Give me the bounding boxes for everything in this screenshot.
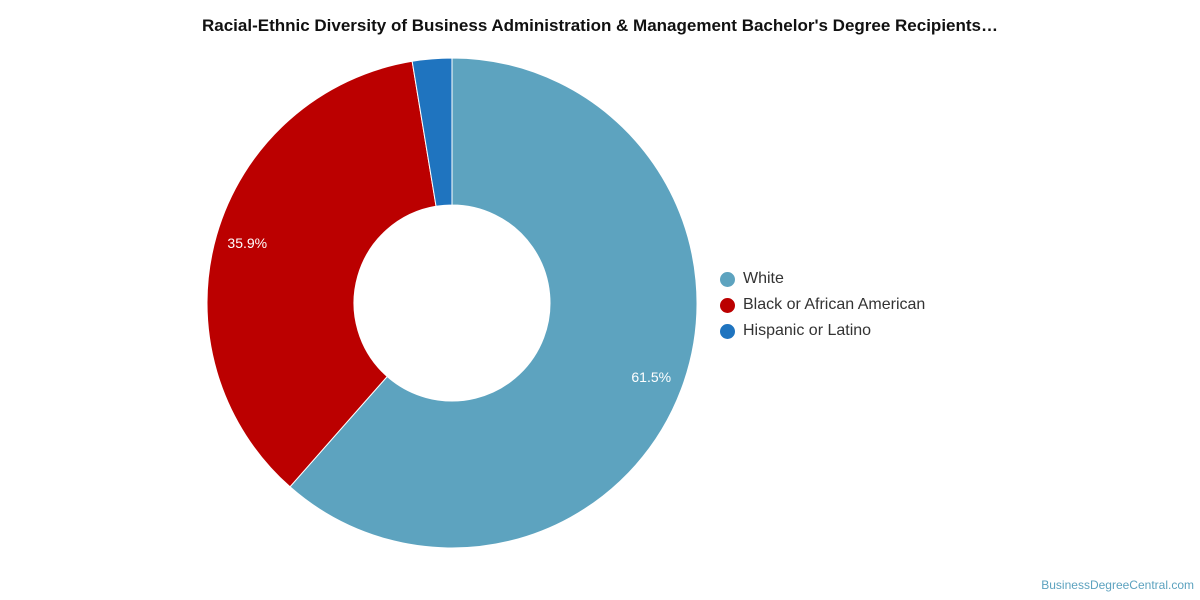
donut-slices [206,57,698,549]
slice-hispanic-or-latino[interactable] [411,57,453,207]
slice-white[interactable] [289,57,698,549]
slice-labels: 61.5% 35.9% [227,235,671,385]
legend: White Black or African American Hispanic o… [720,266,925,344]
legend-label: Black or African American [743,296,926,313]
slice-label-0: 61.5% [631,369,671,385]
watermark: BusinessDegreeCentral.com [1041,578,1194,592]
legend-label: Hispanic or Latino [743,322,872,339]
legend-swatch [720,271,735,287]
legend-item-white[interactable]: White [720,266,925,292]
legend-swatch [720,323,735,339]
legend-label: White [743,270,784,287]
chart-title: Racial-Ethnic Diversity of Business Admi… [201,16,998,35]
legend-item-hispanic-or-latino[interactable]: Hispanic or Latino [720,318,925,344]
legend-item-black-or-african-american[interactable]: Black or African American [720,292,925,318]
legend-swatch [720,297,735,313]
slice-label-1: 35.9% [227,235,267,251]
slice-black-or-african-american[interactable] [206,60,437,488]
